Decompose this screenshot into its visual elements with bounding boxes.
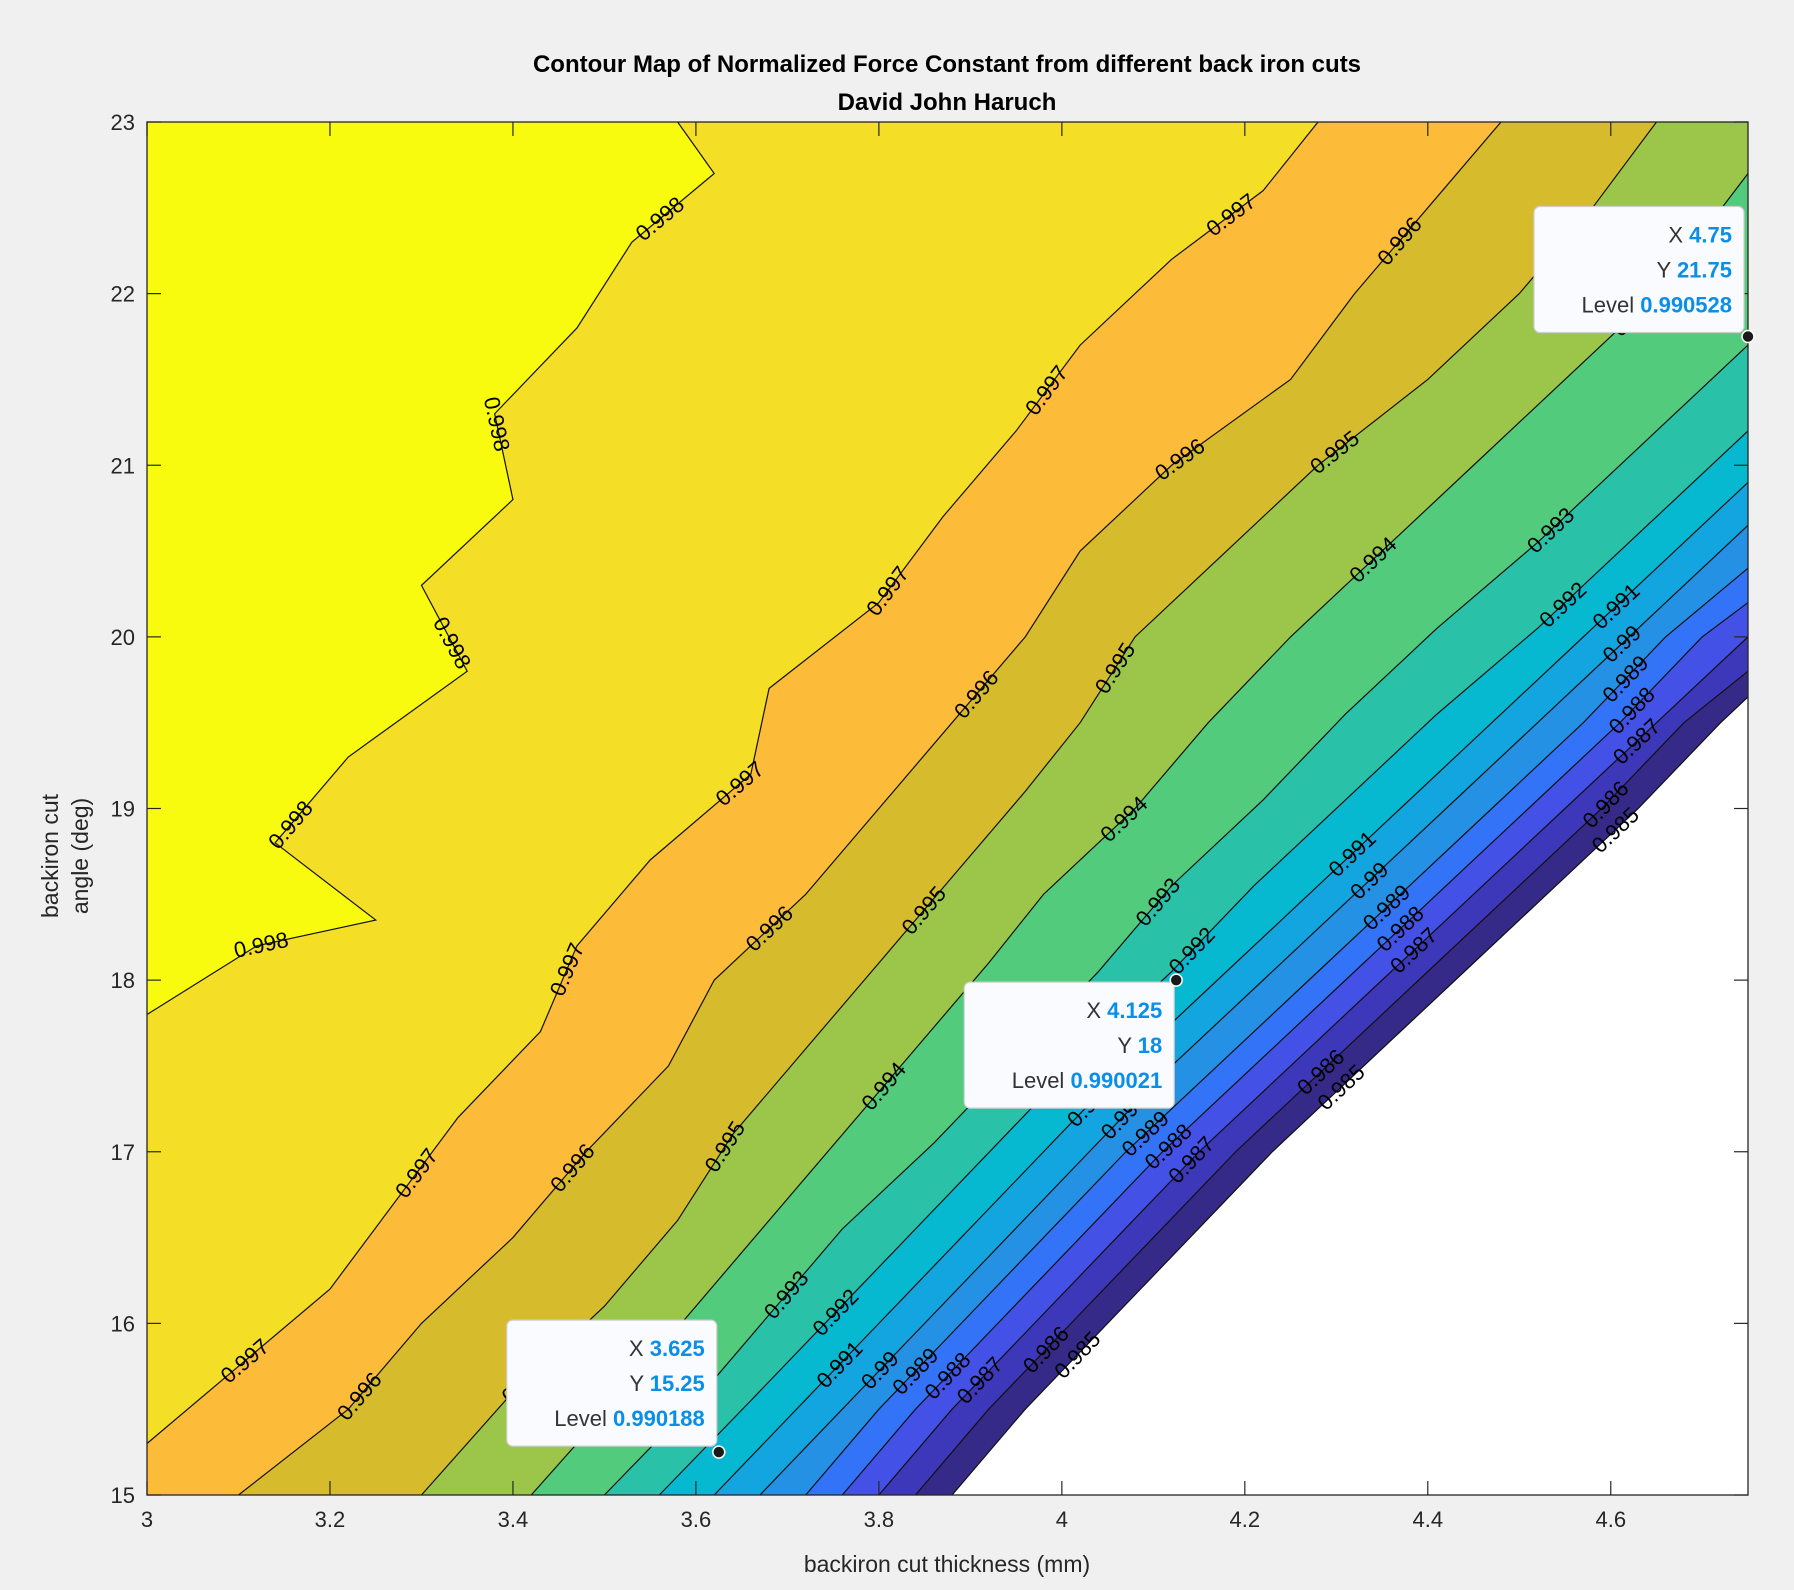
data-tip-row: Level 0.990528: [1582, 293, 1732, 318]
data-tip-value: 4.75: [1689, 223, 1732, 248]
data-tip-key: Y: [629, 1371, 649, 1396]
data-tip-key: Y: [1117, 1033, 1137, 1058]
y-tick-label: 19: [111, 797, 135, 822]
contour-line-0_998: [146, 121, 716, 1015]
contour-line-0_989: [805, 567, 1749, 1496]
x-tick-label: 4: [1056, 1507, 1068, 1532]
data-tip-row: Level 0.990188: [554, 1406, 704, 1431]
x-tick-label: 4.2: [1230, 1507, 1261, 1532]
data-tip-value: 15.25: [650, 1371, 705, 1396]
data-tip-box: [1533, 205, 1745, 334]
contour-line-0_994: [530, 173, 1749, 1496]
contour-line-0_991: [713, 481, 1749, 1496]
chart-subtitle: David John Haruch: [838, 89, 1057, 116]
data-tip-value: 0.990021: [1070, 1068, 1162, 1093]
data-tip-key: X: [629, 1336, 650, 1361]
chart-title: Contour Map of Normalized Force Constant…: [533, 51, 1361, 78]
y-tick-label: 16: [111, 1311, 135, 1336]
y-axis-label-line-1: backiron cut: [37, 793, 63, 918]
data-tip-box: [963, 981, 1175, 1109]
data-tip-marker: [1169, 973, 1183, 987]
data-tip-key: Y: [1657, 258, 1677, 283]
y-axis-label-line-2: angle (deg): [67, 798, 93, 914]
x-tick-label: 3.4: [498, 1507, 529, 1532]
contour-line-0_993: [603, 344, 1749, 1496]
x-tick-label: 3.8: [864, 1507, 895, 1532]
y-tick-label: 15: [111, 1483, 135, 1508]
data-tip-marker: [1741, 329, 1755, 344]
data-tip-row: Level 0.990021: [1012, 1068, 1162, 1093]
data-tip-value: 4.125: [1107, 998, 1162, 1023]
contour-line-0_992: [658, 430, 1749, 1496]
contour-line-0_996: [238, 121, 1502, 1496]
data-tip-value: 21.75: [1677, 258, 1732, 283]
contour-line-0_986: [915, 670, 1749, 1496]
x-tick-label: 3: [141, 1507, 153, 1532]
y-tick-label: 23: [111, 110, 135, 135]
data-tip-row: Y 18: [1117, 1033, 1162, 1058]
x-axis-label: backiron cut thickness (mm): [804, 1551, 1090, 1577]
x-tick-label: 3.6: [681, 1507, 712, 1532]
contour-line-0_988: [841, 602, 1749, 1496]
data-tip-key: Level: [554, 1406, 613, 1431]
y-tick-label: 18: [111, 968, 135, 993]
y-tick-label: 21: [111, 453, 135, 478]
contour-line-0_997: [146, 121, 1319, 1444]
contour-line-0_985: [951, 696, 1749, 1496]
data-tip-value: 0.990528: [1640, 293, 1732, 318]
contour-region-0_998: [147, 122, 715, 1495]
data-tip-key: X: [1086, 998, 1107, 1023]
y-tick-label: 22: [111, 282, 135, 307]
y-tick-label: 17: [111, 1140, 135, 1165]
contour-line-0_99: [759, 524, 1749, 1496]
x-tick-label: 4.6: [1595, 1507, 1626, 1532]
data-tip-row: X 3.625: [629, 1336, 705, 1361]
data-tip-key: X: [1668, 223, 1689, 248]
data-tip-row: X 4.125: [1086, 998, 1162, 1023]
x-tick-label: 3.2: [315, 1507, 346, 1532]
data-tip-row: X 4.75: [1668, 223, 1732, 248]
data-tip-key: Level: [1582, 293, 1641, 318]
data-tip-key: Level: [1012, 1068, 1071, 1093]
data-tip-marker: [712, 1445, 726, 1459]
x-tick-label: 4.4: [1413, 1507, 1444, 1532]
plot-area: 0.9850.9850.9850.9860.9860.9860.9870.987…: [111, 110, 1755, 1532]
data-tip-box: [506, 1319, 718, 1447]
data-tip-value: 3.625: [650, 1336, 705, 1361]
data-tip-row: Y 21.75: [1657, 258, 1732, 283]
data-tip-value: 0.990188: [613, 1406, 705, 1431]
y-tick-label: 20: [111, 625, 135, 650]
data-tip-row: Y 15.25: [629, 1371, 704, 1396]
contour-line-0_995: [421, 121, 1657, 1496]
data-tip-value: 18: [1138, 1033, 1162, 1058]
contour-line-0_987: [878, 636, 1749, 1496]
